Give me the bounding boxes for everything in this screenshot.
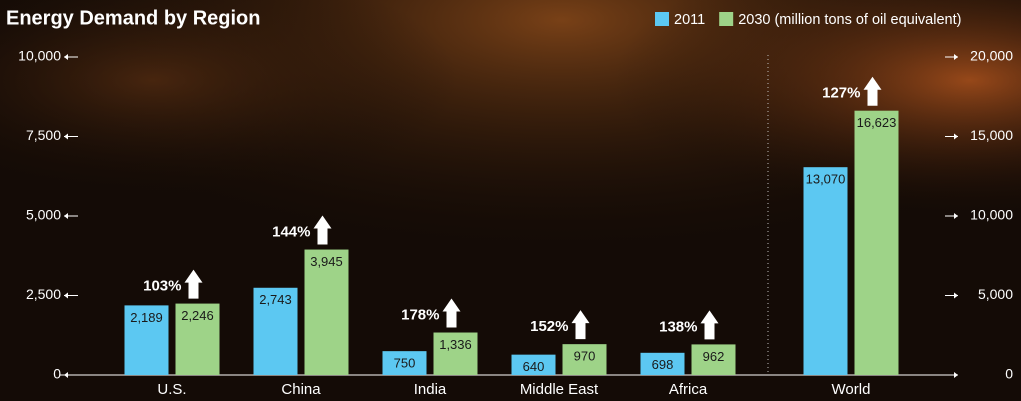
x-tick-label: World (832, 381, 871, 398)
value-label: 970 (574, 349, 596, 364)
value-label: 1,336 (439, 337, 472, 352)
bar (511, 354, 556, 375)
y-tick-label: 7,500 (26, 127, 61, 143)
x-tick-label: Africa (669, 381, 708, 398)
y2-tick-label: 0 (1005, 366, 1013, 382)
legend-swatch (719, 12, 734, 26)
value-label: 640 (523, 359, 545, 374)
bar (562, 344, 607, 375)
x-tick-label: China (281, 381, 321, 398)
chart-title: Energy Demand by Region (6, 7, 261, 29)
value-label: 2,743 (259, 292, 292, 307)
bar (691, 344, 736, 375)
y-tick-label: 5,000 (26, 207, 61, 223)
value-label: 698 (652, 357, 674, 372)
y2-tick-label: 20,000 (970, 48, 1013, 64)
tick-arrowhead (64, 213, 68, 219)
growth-label: 138% (659, 318, 697, 335)
tick-arrowhead (954, 292, 958, 299)
value-label: 2,189 (130, 310, 163, 325)
x-tick-label: India (414, 381, 447, 398)
bar (433, 332, 478, 375)
x-tick-label: Middle East (520, 381, 599, 398)
y2-tick-label: 5,000 (978, 286, 1013, 302)
value-label: 3,945 (310, 254, 343, 269)
tick-arrowhead (64, 292, 68, 299)
bar (854, 110, 899, 375)
tick-arrowhead (64, 133, 68, 140)
y-tick-label: 0 (53, 366, 61, 382)
bar (382, 351, 427, 375)
tick-arrowhead (64, 54, 68, 60)
growth-label: 178% (401, 306, 439, 323)
growth-arrow (184, 269, 203, 299)
value-label: 16,623 (857, 115, 897, 130)
bar (803, 167, 848, 375)
x-tick-label: U.S. (157, 381, 186, 398)
growth-arrow (442, 298, 461, 328)
y2-tick-label: 10,000 (970, 207, 1013, 223)
bar (175, 303, 220, 375)
tick-arrowhead (64, 372, 68, 378)
growth-label: 152% (530, 318, 568, 335)
bar (640, 352, 685, 375)
legend-label: 2011 (674, 12, 705, 28)
y2-tick-label: 15,000 (970, 127, 1013, 143)
tick-arrowhead (954, 213, 958, 219)
growth-label: 144% (272, 224, 310, 241)
bar (304, 249, 349, 375)
growth-label: 103% (143, 278, 181, 295)
tick-arrowhead (954, 372, 958, 378)
bar (124, 305, 169, 375)
value-label: 750 (394, 356, 416, 371)
y-tick-label: 10,000 (18, 48, 61, 64)
legend-swatch (655, 12, 669, 26)
bar (253, 287, 298, 375)
growth-arrow (313, 215, 332, 245)
growth-arrow (863, 76, 882, 106)
growth-label: 127% (822, 85, 860, 102)
growth-arrow (700, 310, 719, 340)
value-label: 962 (703, 349, 725, 364)
tick-arrowhead (954, 54, 958, 60)
legend-label: 2030 (million tons of oil equivalent) (738, 12, 961, 28)
growth-arrow (571, 310, 590, 340)
value-label: 13,070 (806, 172, 846, 187)
value-label: 2,246 (181, 308, 214, 323)
y-tick-label: 2,500 (26, 286, 61, 302)
tick-arrowhead (954, 133, 958, 140)
